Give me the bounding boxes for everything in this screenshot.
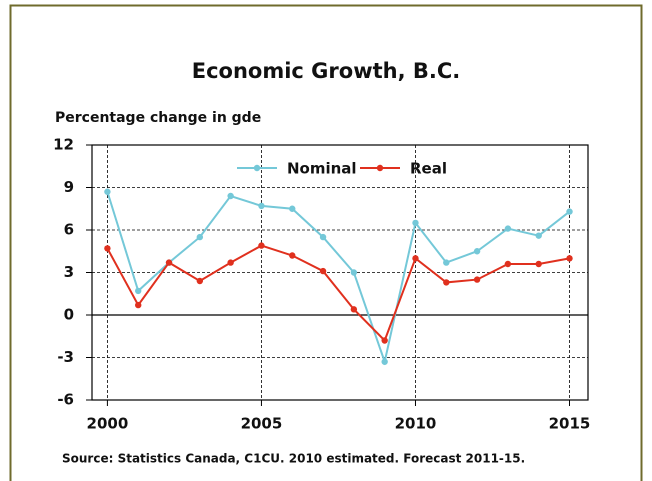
data-point	[104, 245, 111, 252]
series-line	[106, 191, 571, 366]
data-point	[104, 188, 111, 195]
frame	[9, 4, 643, 481]
data-point	[258, 202, 265, 210]
data-point	[412, 255, 419, 262]
y-tick-label: 6	[64, 221, 74, 239]
data-point	[258, 242, 265, 249]
y-tick-label: -6	[57, 391, 74, 409]
data-point	[196, 277, 204, 285]
data-point	[473, 276, 481, 283]
legend-marker	[376, 164, 384, 172]
x-tick-label: 2005	[241, 415, 283, 433]
y-axis-label: Percentage change in gde	[55, 110, 261, 126]
series-line	[106, 244, 570, 343]
data-point	[443, 279, 450, 286]
data-point	[289, 252, 296, 259]
data-point	[381, 358, 388, 365]
data-point	[227, 192, 234, 200]
legend-marker	[253, 164, 261, 172]
y-tick-label: 12	[53, 136, 74, 154]
data-point	[319, 233, 327, 241]
legend-label: Real	[410, 160, 447, 178]
data-point	[535, 232, 542, 239]
data-point	[135, 301, 142, 309]
data-point	[443, 259, 450, 266]
data-point	[227, 259, 234, 266]
data-point	[350, 306, 358, 313]
y-tick-label: 9	[64, 178, 74, 196]
x-tick-label: 2015	[549, 415, 591, 433]
data-point	[566, 208, 573, 215]
data-point	[135, 287, 142, 295]
data-point	[473, 248, 481, 255]
data-point	[350, 269, 358, 276]
data-point	[504, 225, 512, 232]
data-point	[566, 255, 573, 262]
data-point	[319, 267, 327, 275]
y-tick-label: 0	[64, 306, 74, 324]
x-tick-label: 2010	[395, 415, 437, 433]
data-point	[381, 337, 388, 344]
data-point	[165, 259, 173, 266]
y-tick-label: -3	[57, 348, 74, 366]
x-tick-label: 2000	[87, 415, 129, 433]
data-point	[289, 205, 296, 212]
data-point	[535, 260, 542, 268]
legend-label: Nominal	[287, 160, 357, 178]
data-point	[196, 233, 204, 241]
data-point	[504, 260, 512, 268]
source-note: Source: Statistics Canada, C1CU. 2010 es…	[62, 452, 525, 466]
chart-title: Economic Growth, B.C.	[192, 59, 461, 83]
y-tick-label: 3	[64, 263, 74, 281]
data-point	[412, 219, 419, 227]
